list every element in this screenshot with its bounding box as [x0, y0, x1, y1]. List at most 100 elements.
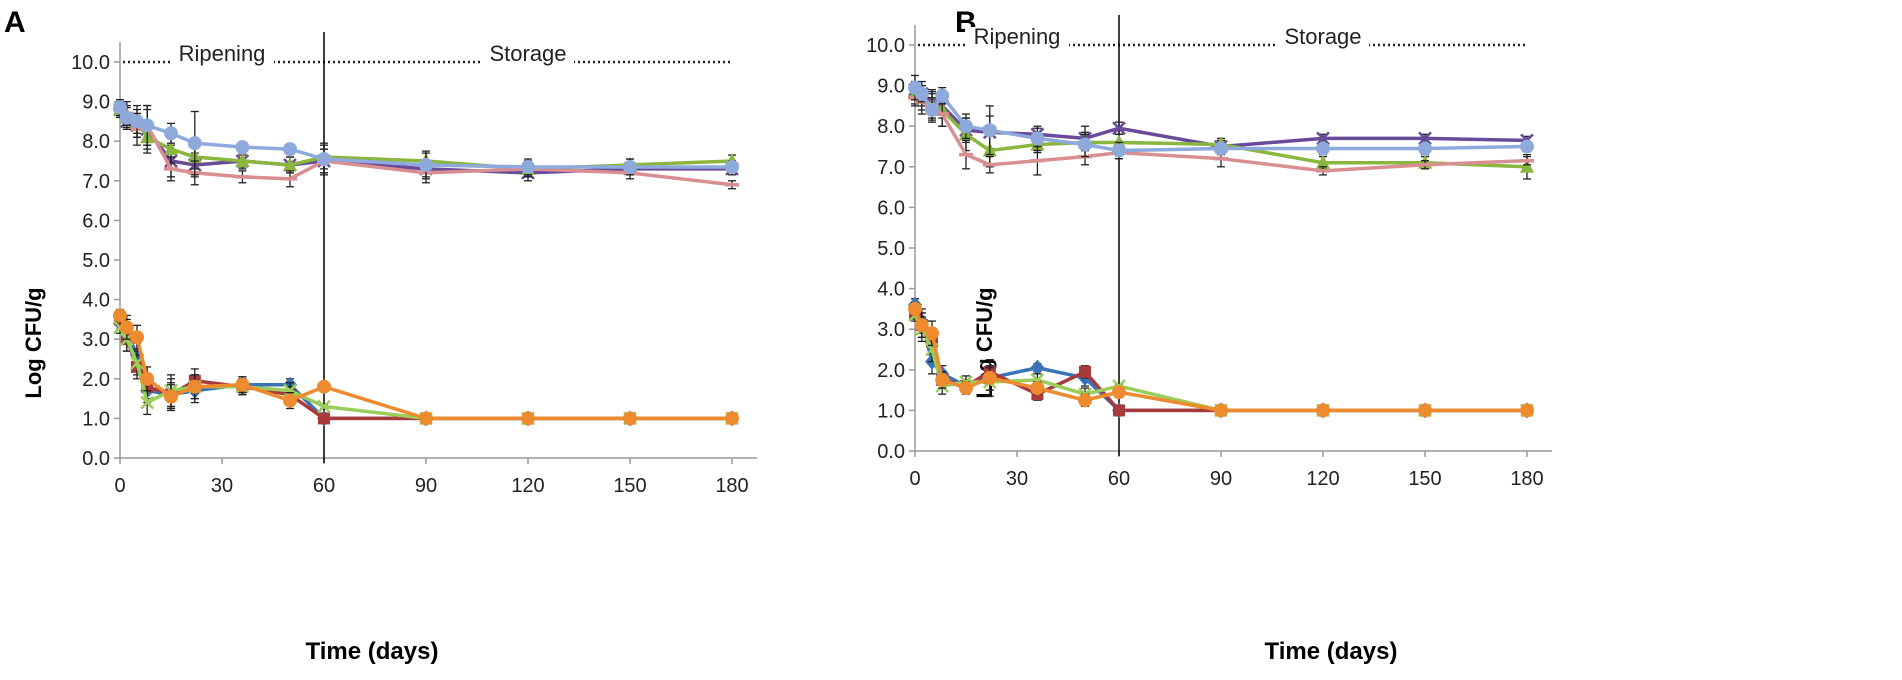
y-tick-label: 8.0 — [877, 116, 905, 138]
series-s4 — [113, 98, 739, 180]
series-line — [118, 314, 732, 421]
data-point — [925, 326, 939, 341]
series-s6 — [909, 306, 1533, 417]
data-point — [959, 119, 973, 134]
data-point — [113, 100, 127, 115]
data-point — [925, 102, 939, 117]
x-tick-label: 150 — [613, 475, 646, 497]
data-point — [164, 389, 178, 404]
y-tick-label: 0.0 — [877, 441, 905, 463]
x-tick-label: 120 — [1306, 468, 1339, 490]
data-point — [119, 320, 134, 335]
phase-label: Ripening — [974, 24, 1061, 49]
data-point — [283, 383, 297, 398]
y-tick-label: 1.0 — [82, 408, 110, 430]
data-point — [908, 301, 922, 316]
series-s4 — [908, 74, 1534, 160]
data-point — [235, 153, 250, 167]
x-tick-label: 180 — [1510, 468, 1543, 490]
data-point — [235, 377, 250, 392]
line-chart-a: 0.0 1.0 2.0 3.0 4.0 5.0 6.0 7.0 8.0 9.0 10.0 0 30 60 9… — [71, 32, 757, 497]
data-point — [1214, 141, 1228, 156]
data-point — [1214, 403, 1228, 418]
series-s5 — [908, 296, 1534, 419]
chart-panel-b: B Log CFU/g Time (days) 0.0 1.0 2.0 3.0 4.0 5… — [866, 0, 1902, 680]
series-s8 — [113, 308, 739, 426]
data-point — [1030, 381, 1045, 396]
data-point — [1520, 403, 1534, 418]
phase-label-bg — [482, 44, 574, 66]
x-tick-label: 30 — [211, 475, 233, 497]
y-tick-label: 9.0 — [82, 92, 110, 114]
x-axis-label: Time (days) — [1264, 638, 1398, 665]
data-point — [317, 152, 331, 167]
series-line — [913, 314, 1527, 413]
phase-label: Storage — [489, 41, 566, 66]
series-s8 — [908, 301, 1534, 418]
x-tick-label: 90 — [1210, 468, 1232, 490]
phase-label: Ripening — [179, 41, 266, 66]
data-point — [419, 411, 433, 426]
series-line — [118, 322, 732, 421]
series-line — [118, 318, 732, 421]
y-tick-label: 2.0 — [82, 369, 110, 391]
data-point — [317, 399, 331, 414]
x-tick-label: 60 — [1108, 468, 1130, 490]
data-point — [1520, 139, 1534, 154]
y-tick-label: 10.0 — [71, 52, 110, 74]
series-s7 — [113, 320, 739, 426]
data-point — [914, 318, 929, 333]
series-s7 — [908, 308, 1534, 418]
data-point — [419, 157, 433, 172]
data-point — [318, 412, 330, 425]
data-point — [113, 308, 127, 323]
data-point — [283, 393, 297, 408]
data-point — [1316, 403, 1330, 418]
phase-label-bg — [170, 44, 274, 66]
data-point — [140, 118, 155, 133]
data-point — [1316, 154, 1330, 169]
panel-label: A — [4, 6, 26, 39]
phase-label-bg — [965, 27, 1069, 49]
data-point — [283, 156, 297, 171]
data-point — [187, 379, 202, 394]
y-tick-label: 9.0 — [877, 76, 905, 98]
y-tick-label: 5.0 — [877, 238, 905, 260]
data-point — [1112, 385, 1126, 400]
phase-label-bg — [1277, 27, 1369, 49]
data-point — [1078, 137, 1092, 152]
data-point — [140, 395, 155, 410]
data-point — [959, 381, 973, 396]
data-point — [725, 411, 739, 426]
data-point — [521, 159, 535, 174]
series-s5 — [113, 315, 739, 427]
x-tick-label: 120 — [511, 475, 544, 497]
data-point — [164, 141, 178, 156]
data-point — [317, 379, 331, 394]
y-tick-label: 8.0 — [82, 131, 110, 153]
line-chart-b: 0.0 1.0 2.0 3.0 4.0 5.0 6.0 7.0 8.0 9.0 10.0 0 30 60 9… — [866, 15, 1552, 490]
data-point — [1030, 359, 1045, 376]
data-point — [521, 411, 535, 426]
data-point — [1520, 158, 1534, 173]
data-point — [1316, 141, 1330, 156]
data-point — [1112, 143, 1126, 158]
data-point — [1113, 404, 1125, 417]
y-tick-label: 10.0 — [866, 35, 905, 57]
data-point — [1418, 403, 1432, 418]
phase-label: Storage — [1284, 24, 1361, 49]
series-line — [913, 304, 1527, 413]
data-point — [982, 123, 997, 138]
data-point — [623, 159, 637, 174]
data-point — [164, 126, 178, 141]
x-tick-label: 180 — [715, 475, 748, 497]
data-point — [283, 142, 297, 157]
data-point — [187, 136, 202, 151]
x-tick-label: 150 — [1408, 468, 1441, 490]
y-tick-label: 4.0 — [82, 290, 110, 312]
data-point — [1079, 365, 1091, 378]
y-tick-label: 3.0 — [82, 329, 110, 351]
y-tick-label: 7.0 — [82, 171, 110, 193]
data-point — [1030, 131, 1045, 146]
data-point — [935, 88, 950, 103]
